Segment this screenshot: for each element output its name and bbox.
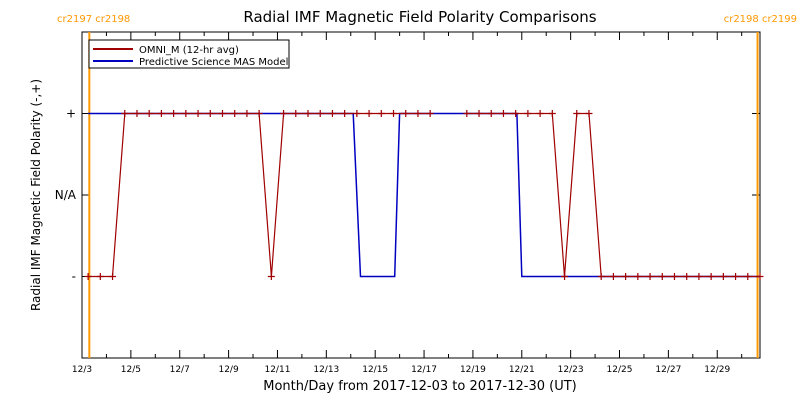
data-point-omni <box>280 110 288 117</box>
series-line-omni <box>466 112 760 278</box>
data-point-omni <box>524 110 532 117</box>
x-tick-label: 12/21 <box>509 365 535 375</box>
data-point-omni <box>206 110 214 117</box>
data-point-omni <box>475 110 483 117</box>
data-point-omni <box>609 273 617 280</box>
x-tick-label: 12/27 <box>655 365 681 375</box>
data-point-omni <box>499 110 507 117</box>
data-point-omni <box>597 273 605 280</box>
data-point-omni <box>646 273 654 280</box>
data-point-omni <box>548 110 556 117</box>
data-point-omni <box>670 273 678 280</box>
data-point-omni <box>536 110 544 117</box>
rotation-label-right: cr2198 cr2199 <box>724 14 797 25</box>
x-tick-label: 12/19 <box>460 365 486 375</box>
x-tick-label: 12/15 <box>362 365 388 375</box>
x-tick-label: 12/17 <box>411 365 437 375</box>
data-point-omni <box>390 110 398 117</box>
legend-label-omni: OMNI_M (12-hr avg) <box>139 45 239 56</box>
x-tick-label: 12/23 <box>558 365 584 375</box>
data-point-omni <box>231 110 239 117</box>
x-axis-label: Month/Day from 2017-12-03 to 2017-12-30 … <box>263 379 576 394</box>
legend: OMNI_M (12-hr avg) Predictive Science MA… <box>88 39 290 69</box>
series-line-mas-model <box>88 112 760 278</box>
data-point-omni <box>561 273 569 280</box>
data-point-omni <box>157 110 165 117</box>
data-point-omni <box>658 273 666 280</box>
data-point-omni <box>255 110 263 117</box>
data-point-omni <box>414 110 422 117</box>
data-point-omni <box>402 110 410 117</box>
x-tick-label: 12/3 <box>72 365 92 375</box>
data-point-omni <box>756 273 764 280</box>
data-point-omni <box>377 110 385 117</box>
data-point-omni <box>487 110 495 117</box>
data-point-omni <box>145 110 153 117</box>
x-tick-label: 12/13 <box>313 365 339 375</box>
data-point-omni <box>304 110 312 117</box>
chart-title: Radial IMF Magnetic Field Polarity Compa… <box>243 8 596 26</box>
y-tick-label: - <box>72 270 76 284</box>
data-point-omni <box>194 110 202 117</box>
data-point-omni <box>683 273 691 280</box>
x-tick-label: 12/25 <box>607 365 633 375</box>
legend-label-mas: Predictive Science MAS Model <box>139 57 288 68</box>
data-point-omni <box>182 110 190 117</box>
plot-area-frame <box>81 31 761 359</box>
data-point-omni <box>719 273 727 280</box>
data-point-omni <box>267 273 275 280</box>
data-point-omni <box>573 110 581 117</box>
y-axis-label: Radial IMF Magnetic Field Polarity (-,+) <box>29 79 43 311</box>
series-line-omni <box>88 112 431 278</box>
data-point-omni <box>84 273 92 280</box>
data-point-omni <box>121 110 129 117</box>
data-point-omni <box>109 273 117 280</box>
data-point-omni <box>463 110 471 117</box>
data-point-omni <box>622 273 630 280</box>
rotation-label-left: cr2197 cr2198 <box>57 14 130 25</box>
data-point-omni <box>328 110 336 117</box>
data-point-omni <box>316 110 324 117</box>
data-point-omni <box>634 273 642 280</box>
data-point-omni <box>170 110 178 117</box>
x-tick-label: 12/5 <box>121 365 141 375</box>
x-tick-label: 12/11 <box>264 365 290 375</box>
x-tick-label: 12/9 <box>218 365 238 375</box>
x-tick-label: 12/29 <box>704 365 730 375</box>
data-point-omni <box>243 110 251 117</box>
data-point-omni <box>585 110 593 117</box>
data-point-omni <box>96 273 104 280</box>
data-point-omni <box>292 110 300 117</box>
data-point-omni <box>707 273 715 280</box>
y-tick-label: + <box>66 107 76 121</box>
data-point-omni <box>353 110 361 117</box>
data-point-omni <box>218 110 226 117</box>
y-tick-label: N/A <box>55 188 77 202</box>
data-point-omni <box>695 273 703 280</box>
data-point-omni <box>133 110 141 117</box>
data-point-omni <box>365 110 373 117</box>
data-point-omni <box>512 110 520 117</box>
data-point-omni <box>744 273 752 280</box>
data-point-omni <box>341 110 349 117</box>
data-point-omni <box>732 273 740 280</box>
legend-box <box>88 39 290 69</box>
x-tick-label: 12/7 <box>170 365 190 375</box>
data-point-omni <box>426 110 434 117</box>
